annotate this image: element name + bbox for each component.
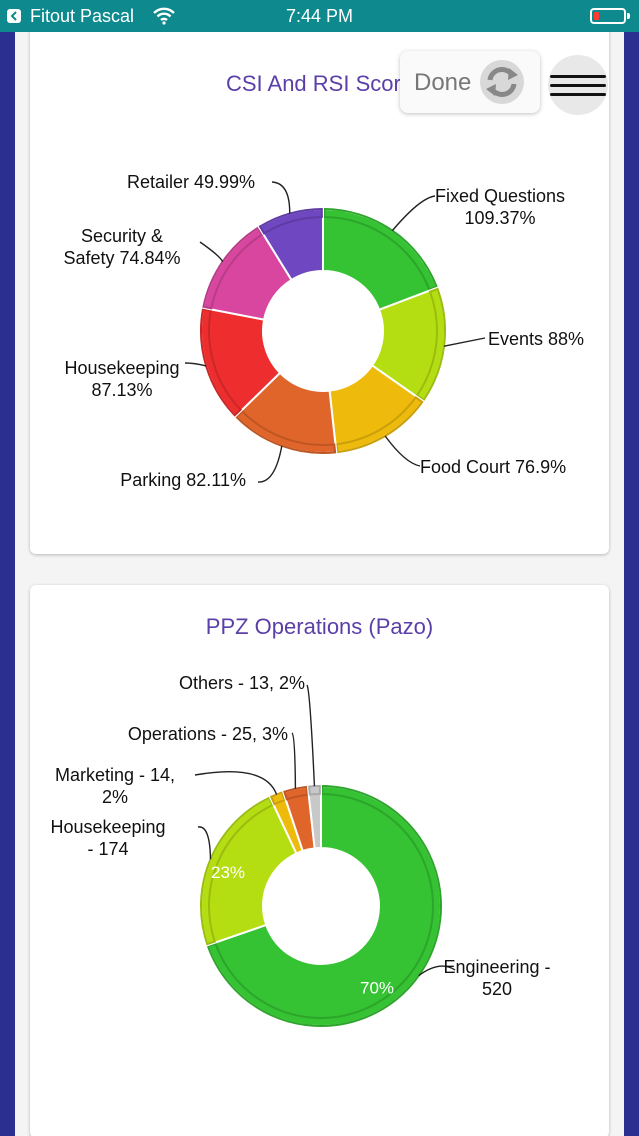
slice-rim-others xyxy=(307,784,321,796)
slice-rim-housekeeping xyxy=(200,307,242,417)
leader-line-fixed xyxy=(391,195,436,232)
done-label: Done xyxy=(414,69,472,96)
slice-label-housekeeping: Housekeeping 87.13% xyxy=(64,358,179,400)
ppz-operations-donut-chart: Engineering -520 70% Housekeeping - 174 23% M… xyxy=(50,673,551,1027)
slice-percent-housekeeping: 23% xyxy=(211,863,245,882)
slice-rim-security xyxy=(202,226,264,310)
slice-rim-engineering xyxy=(206,784,442,1027)
leader-line-retailer xyxy=(271,181,291,214)
refresh-icon[interactable] xyxy=(478,58,526,111)
slice-label-marketing: Marketing - 14, 2% xyxy=(55,765,175,807)
slice-label-housekeeping: Housekeeping - 174 xyxy=(50,817,165,859)
leader-line-others xyxy=(306,684,316,787)
leader-line-food xyxy=(384,435,421,467)
leader-line-events xyxy=(443,337,486,347)
slice-rim-marketing xyxy=(269,791,286,806)
slice-percent-engineering: 70% xyxy=(360,979,394,998)
csi-rsi-donut-chart: Fixed Questions 109.37% Events 88% Food Cou… xyxy=(63,172,584,490)
slice-label-events: Events 88% xyxy=(488,329,584,349)
card-title: PPZ Operations (Pazo) xyxy=(205,614,434,639)
leader-line-engineering xyxy=(418,965,456,977)
dashboard-content[interactable]: CSI And RSI Score Fixed Questions 109.37%… xyxy=(15,32,624,1136)
status-bar: Fitout Pascal 7:44 PM xyxy=(0,0,639,32)
leader-line-security xyxy=(199,241,224,263)
back-to-app-icon[interactable] xyxy=(7,9,21,23)
slice-label-retailer: Retailer 49.99% xyxy=(127,172,255,192)
leader-line-marketing xyxy=(194,771,278,795)
leader-line-operations xyxy=(291,732,297,789)
card-title: CSI And RSI Score xyxy=(225,71,414,96)
csi-rsi-score-card: CSI And RSI Score Fixed Questions 109.37%… xyxy=(30,32,609,554)
menu-icon xyxy=(550,75,606,78)
menu-button[interactable] xyxy=(548,55,608,115)
leader-line-parking xyxy=(257,445,283,483)
slice-rim-retailer xyxy=(258,207,323,235)
slice-label-engineering: Engineering -520 xyxy=(443,957,550,999)
ppz-operations-card: PPZ Operations (Pazo) Engineering -520 70… xyxy=(30,585,609,1136)
slice-label-operations: Operations - 25, 3% xyxy=(128,724,288,744)
done-button[interactable]: Done xyxy=(400,51,540,113)
battery-icon xyxy=(590,8,626,24)
slice-label-food: Food Court 76.9% xyxy=(420,457,566,477)
slice-rim-food xyxy=(335,395,424,454)
slice-rim-housekeeping xyxy=(200,796,274,946)
slice-rim-fixed xyxy=(323,207,438,291)
wifi-icon xyxy=(153,7,175,30)
leader-line-housekeeping xyxy=(184,362,207,367)
slice-label-security: Security & Safety 74.84% xyxy=(63,226,180,268)
slice-rim-events xyxy=(415,287,446,402)
slice-rim-operations xyxy=(283,785,309,801)
slice-label-parking: Parking 82.11% xyxy=(120,470,246,490)
slice-label-others: Others - 13, 2% xyxy=(179,673,305,693)
slice-rim-parking xyxy=(235,409,337,454)
carrier-name: Fitout Pascal xyxy=(30,6,135,26)
leader-line-housekeeping xyxy=(197,826,212,860)
slice-label-fixed: Fixed Questions 109.37% xyxy=(435,186,565,228)
battery-tip xyxy=(627,13,630,19)
clock: 7:44 PM xyxy=(285,6,354,26)
